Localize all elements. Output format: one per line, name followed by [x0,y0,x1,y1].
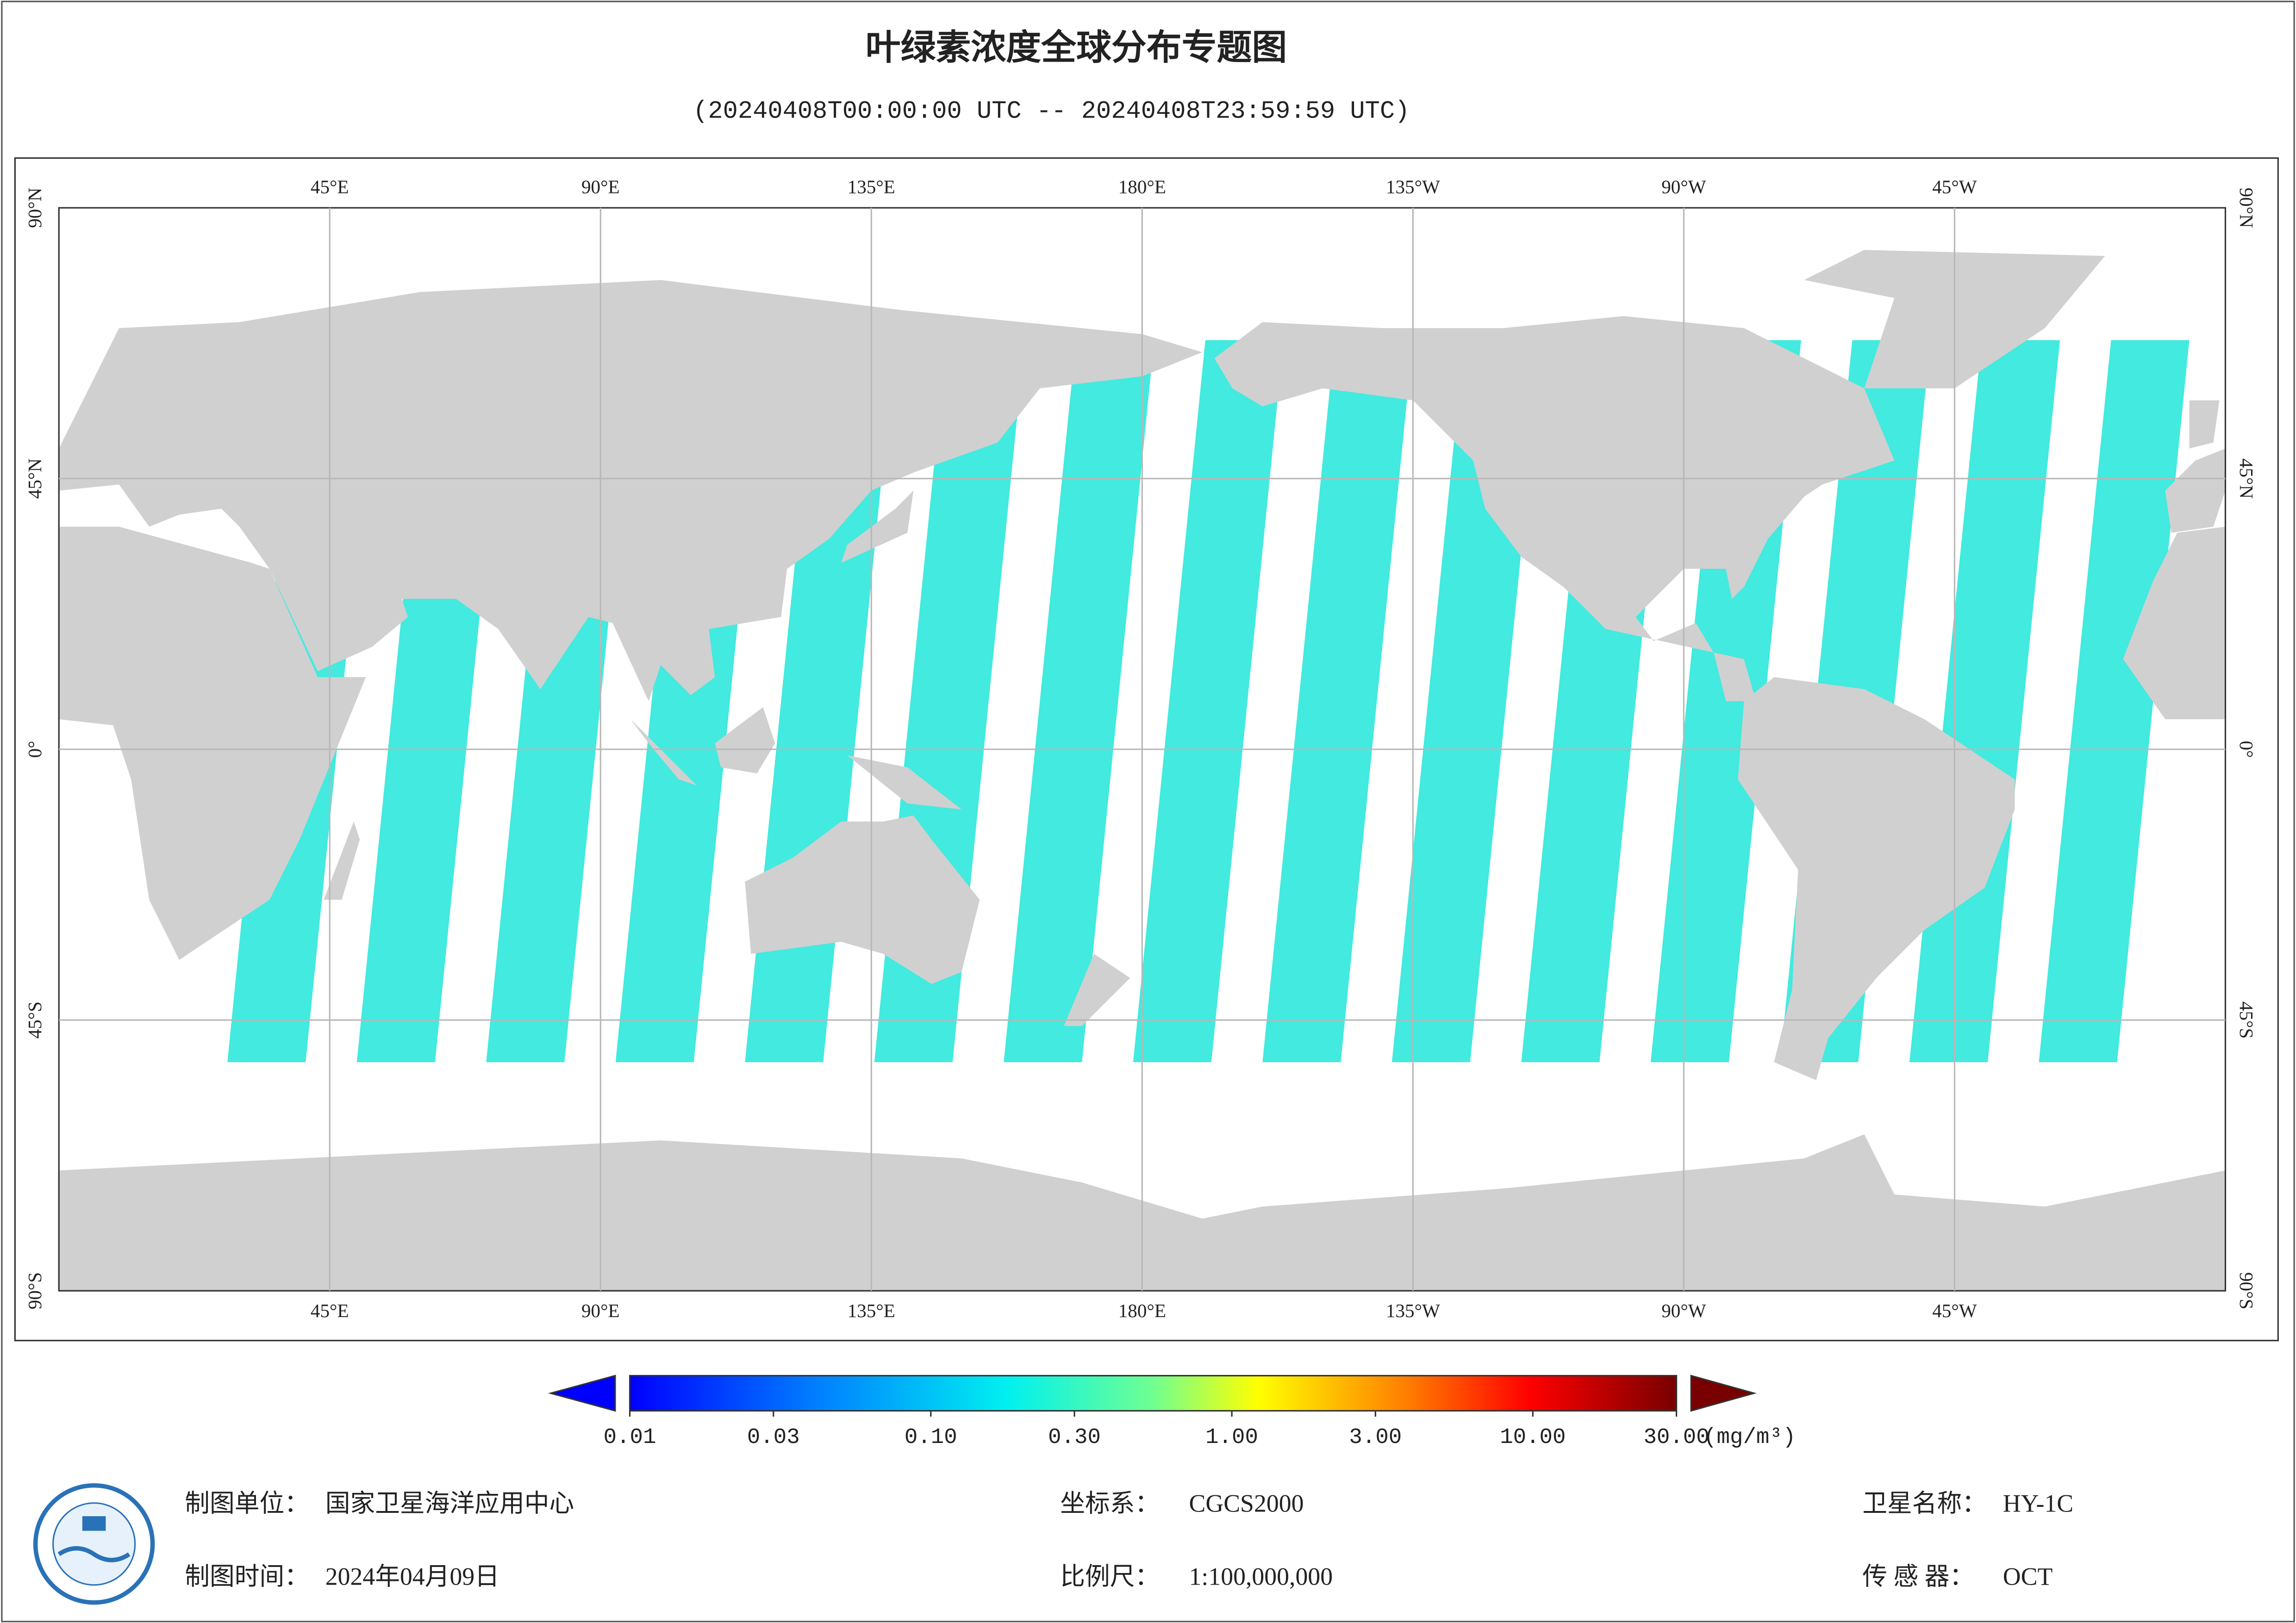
lon-label-bottom: 90°W [1661,1300,1706,1321]
colorbar [629,1374,1678,1412]
swath [1133,340,1284,1063]
colorbar-tick-label: 0.01 [604,1425,656,1450]
lon-label-top: 135°E [848,176,895,197]
scale-label: 比例尺： [1060,1562,1160,1590]
map-ticks: 45°E 45°E 90°E 90°E 135°E 135°E 180°E 180°E 135°… [24,176,2257,1321]
lon-label-bottom: 90°E [581,1300,620,1321]
lat-label-left: 90°S [24,1272,45,1309]
crs-value: CGCS2000 [1189,1489,1304,1517]
lat-label-right: 0° [2236,741,2257,758]
graticule [59,208,2226,1291]
date-label: 制图时间： [185,1562,309,1590]
colorbar-tick-label: 10.00 [1500,1425,1566,1450]
lat-label-left: 0° [24,741,45,758]
lat-label-left: 45°N [24,458,45,498]
scale-value: 1:100,000,000 [1189,1562,1333,1590]
lon-label-top: 135°W [1386,176,1440,197]
map-frame [14,157,2279,1342]
lon-label-bottom: 180°E [1118,1300,1166,1321]
lat-label-left: 90°N [24,187,45,228]
colorbar-tick-label: 0.30 [1048,1425,1101,1450]
swath [1262,340,1413,1063]
satellite-label: 卫星名称： [1862,1489,1987,1517]
lon-label-top: 45°E [311,176,349,197]
org-label: 制图单位： [185,1489,309,1517]
lon-label-top: 180°E [1118,176,1166,197]
lat-label-right: 45°S [2236,1001,2257,1038]
crs-label: 坐标系： [1060,1489,1160,1517]
lon-label-bottom: 135°W [1386,1300,1440,1321]
lon-label-top: 90°E [581,176,620,197]
org-value: 国家卫星海洋应用中心 [325,1489,574,1517]
colorbar-tick-label: 0.03 [747,1425,800,1450]
colorbar-low-arrow [548,1374,616,1412]
lat-label-left: 45°S [24,1001,45,1038]
satellite-value: HY-1C [2003,1489,2073,1517]
lon-label-bottom: 45°W [1932,1300,1977,1321]
logo [33,1483,155,1605]
colorbar-high-arrow [1690,1374,1757,1412]
subtitle: (20240408T00:00:00 UTC -- 20240408T23:59… [693,98,1410,126]
date-value: 2024年04月09日 [325,1562,499,1590]
swath [1004,340,1154,1063]
lon-label-top: 45°W [1932,176,1977,197]
lat-label-right: 90°S [2236,1272,2257,1309]
colorbar-tick-label: 30.00 [1643,1425,1709,1450]
sensor-value: OCT [2003,1562,2053,1590]
colorbar-tick-label: 0.10 [905,1425,957,1450]
map [59,250,2226,1291]
swath [2039,340,2190,1063]
lon-label-top: 90°W [1661,176,1706,197]
title: 叶绿素浓度全球分布专题图 [866,27,1287,68]
colorbar-tick-label: 1.00 [1205,1425,1258,1450]
lon-label-bottom: 45°E [311,1300,349,1321]
sensor-label: 传 感 器： [1862,1562,1974,1590]
colorbar-tick-label: 3.00 [1349,1425,1402,1450]
lat-label-right: 90°N [2236,187,2257,228]
colorbar-ticks: 0.01 0.03 0.10 0.30 1.00 3.00 10.00 30.00 [604,1411,1710,1450]
colorbar-unit: (mg/m³) [1703,1425,1796,1450]
lon-label-bottom: 135°E [848,1300,895,1321]
lat-label-right: 45°N [2236,458,2257,498]
swath [1909,340,2060,1063]
